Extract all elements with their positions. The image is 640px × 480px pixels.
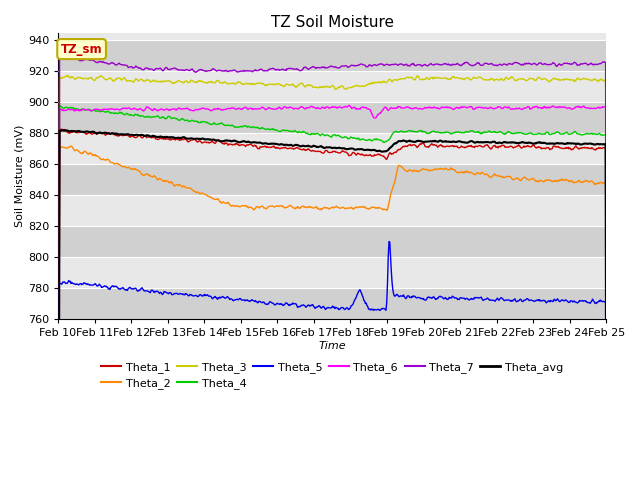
Title: TZ Soil Moisture: TZ Soil Moisture (271, 15, 394, 30)
Bar (58, 164, 606, 195)
Y-axis label: Soil Moisture (mV): Soil Moisture (mV) (15, 125, 25, 227)
Bar (58, 226, 606, 257)
Legend: Theta_1, Theta_2, Theta_3, Theta_4, Theta_5, Theta_6, Theta_7, Theta_avg: Theta_1, Theta_2, Theta_3, Theta_4, Thet… (97, 358, 568, 394)
Bar (58, 102, 606, 133)
Bar (58, 40, 606, 71)
X-axis label: Time: Time (319, 341, 346, 351)
Text: TZ_sm: TZ_sm (61, 43, 102, 56)
Bar (58, 288, 606, 319)
